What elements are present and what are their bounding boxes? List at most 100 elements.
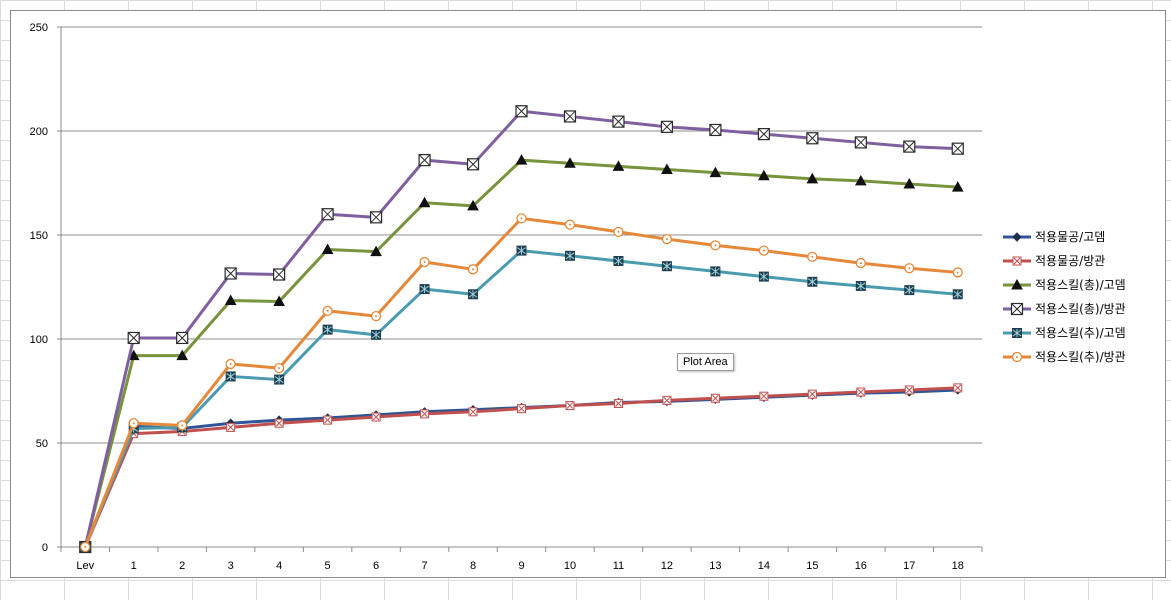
legend[interactable]: 적용물공/고뎀적용물공/방관적용스킬(총)/고뎀적용스킬(총)/방관적용스킬(추…: [1003, 230, 1126, 364]
x-tick-label: 16: [855, 560, 867, 572]
marker-point: [854, 174, 867, 186]
marker-point: [80, 541, 91, 553]
marker-point: [323, 415, 333, 425]
marker-point: [515, 105, 528, 118]
series-3: [79, 154, 964, 552]
marker-point: [321, 243, 334, 255]
legend-item-1[interactable]: 적용물공/고뎀: [1003, 230, 1105, 244]
x-tick-label: 12: [661, 560, 673, 572]
marker-point: [564, 250, 575, 261]
y-tick-label: 50: [36, 438, 48, 450]
marker-point: [419, 284, 430, 295]
marker-point: [467, 264, 479, 275]
marker-point: [224, 267, 237, 280]
x-tick-label: 2: [179, 560, 185, 572]
marker-point: [903, 178, 916, 189]
marker-point: [951, 142, 964, 155]
legend-item-6[interactable]: 적용스킬(추)/방관: [1003, 350, 1126, 364]
x-tick-label: 18: [952, 560, 964, 572]
marker-point: [661, 261, 672, 272]
x-tick-label: 4: [276, 560, 282, 572]
series-4: [79, 105, 964, 554]
legend-label: 적용스킬(추)/방관: [1035, 350, 1126, 364]
marker-point: [1011, 278, 1023, 290]
x-tick-label: Lev: [76, 560, 94, 572]
x-tick-label: 5: [325, 560, 331, 572]
marker-point: [177, 420, 188, 431]
series-line: [83, 388, 958, 548]
marker-point: [709, 123, 722, 137]
marker-point: [612, 160, 625, 171]
marker-point: [224, 294, 237, 306]
legend-item-2[interactable]: 적용물공/방관: [1003, 254, 1105, 268]
marker-point: [806, 172, 819, 184]
y-tick-label: 100: [30, 334, 48, 346]
marker-point: [516, 213, 527, 224]
marker-point: [225, 371, 236, 382]
marker-point: [321, 208, 334, 221]
marker-point: [759, 391, 769, 401]
marker-point: [420, 409, 430, 419]
marker-point: [855, 257, 866, 269]
marker-point: [176, 349, 189, 361]
marker-point: [564, 157, 576, 168]
legend-item-3[interactable]: 적용스킬(총)/고뎀: [1003, 278, 1126, 292]
x-tick-label: 3: [228, 560, 234, 572]
marker-point: [1010, 302, 1024, 316]
marker-point: [903, 140, 916, 153]
gridlines: [61, 26, 982, 444]
marker-point: [904, 285, 915, 296]
marker-point: [273, 362, 285, 374]
marker-point: [613, 256, 624, 266]
marker-point: [322, 305, 333, 317]
legend-item-5[interactable]: 적용스킬(추)/고뎀: [1003, 326, 1126, 340]
x-tick-label: 7: [421, 560, 427, 572]
series-line: [83, 109, 958, 548]
marker-point: [661, 163, 673, 174]
marker-point: [952, 289, 963, 300]
x-tick-label: 1: [131, 560, 137, 572]
marker-point: [128, 418, 139, 429]
marker-point: [710, 240, 721, 251]
marker-point: [855, 280, 866, 291]
marker-point: [274, 418, 284, 428]
legend-label: 적용스킬(추)/고뎀: [1035, 326, 1126, 340]
marker-point: [468, 407, 478, 417]
y-tick-label: 150: [30, 230, 48, 242]
y-tick-label: 0: [42, 542, 48, 554]
marker-point: [273, 268, 286, 281]
series-lines: [79, 105, 964, 554]
marker-point: [467, 199, 479, 211]
plot-area-tooltip: Plot Area: [677, 353, 734, 371]
marker-point: [758, 271, 769, 282]
x-tick-label: 15: [806, 560, 818, 572]
marker-point: [710, 266, 721, 277]
legend-label: 적용물공/고뎀: [1035, 230, 1105, 244]
marker-point: [662, 395, 672, 405]
marker-point: [273, 295, 285, 307]
legend-label: 적용물공/방관: [1035, 254, 1105, 268]
marker-point: [613, 398, 623, 408]
marker-point: [710, 393, 720, 403]
marker-point: [661, 234, 673, 245]
marker-point: [660, 120, 674, 133]
x-tick-label: 14: [758, 560, 770, 572]
marker-point: [371, 329, 382, 340]
marker-point: [1012, 256, 1022, 266]
x-tick-label: 9: [518, 560, 524, 572]
y-tick-label: 250: [30, 22, 48, 34]
x-tick-label: 13: [709, 560, 721, 572]
legend-item-4[interactable]: 적용스킬(총)/방관: [1003, 302, 1126, 316]
x-tick-label: 6: [373, 560, 379, 572]
marker-point: [466, 158, 480, 171]
y-tick-label: 200: [30, 126, 48, 138]
x-tick-label: 17: [903, 560, 915, 572]
marker-point: [468, 289, 479, 300]
series-5: [80, 245, 963, 552]
marker-point: [856, 387, 866, 397]
chart-area[interactable]: 0 50 100 150 200 250 Lev 1 2 3 4 5 6 7 8 9 10 11 12 13 14 15 1…: [10, 10, 1166, 578]
marker-point: [517, 404, 526, 414]
marker-point: [951, 181, 964, 192]
